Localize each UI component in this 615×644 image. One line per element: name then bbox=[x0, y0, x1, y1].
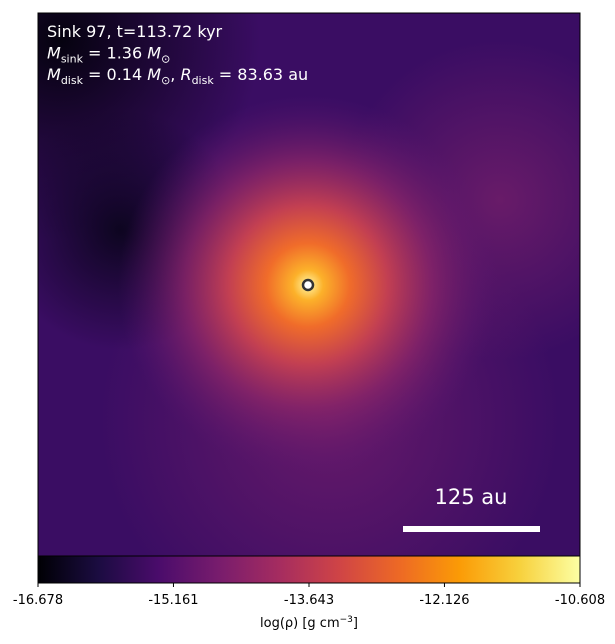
annotation-text: = 83.63 au bbox=[214, 65, 308, 84]
annotations: Sink 97, t=113.72 kyr Msink​ = 1.36 M⊙​Md… bbox=[47, 22, 308, 87]
annotation: Mdisk​ = 0.14 M⊙​, Rdisk​ = 83.63 au bbox=[47, 65, 308, 87]
annotation-text: , bbox=[170, 65, 180, 84]
annotation-text: M bbox=[147, 65, 161, 84]
scale-bar bbox=[403, 526, 540, 532]
annotation-subscript: disk bbox=[192, 74, 215, 87]
annotation-text: = 1.36 bbox=[83, 44, 147, 63]
sink-marker bbox=[301, 278, 315, 292]
annotation-subscript: ⊙ bbox=[161, 74, 170, 87]
colorbar-tick-label: -15.161 bbox=[148, 593, 198, 608]
annotation-subscript: sink bbox=[61, 53, 84, 66]
annotation: Msink​ = 1.36 M⊙​ bbox=[47, 44, 170, 66]
colorbar-label-superscript: −3 bbox=[340, 615, 353, 625]
annotation-text: M bbox=[147, 44, 161, 63]
annotation-text: M bbox=[47, 65, 61, 84]
colorbar-ticks: -16.678 -15.161 -13.643 -12.126 -10.608 bbox=[13, 583, 605, 608]
annotation-text: R bbox=[180, 65, 191, 84]
annotation-subscript: disk bbox=[61, 74, 84, 87]
annotation: Sink 97, t=113.72 kyr bbox=[47, 22, 223, 41]
colorbar-tick-label: -10.608 bbox=[555, 593, 605, 608]
annotation-subscript: ⊙ bbox=[161, 53, 170, 66]
annotation-text: = 0.14 bbox=[83, 65, 147, 84]
colorbar bbox=[37, 555, 581, 584]
colorbar-tick-label: -12.126 bbox=[419, 593, 469, 608]
colorbar-label: log(ρ) [g cm−3​] bbox=[260, 615, 358, 631]
scale-bar-label: 125 au bbox=[435, 485, 508, 509]
colorbar-tick-label: -16.678 bbox=[13, 593, 63, 608]
colorbar-tick-label: -13.643 bbox=[284, 593, 334, 608]
annotation-text: M bbox=[47, 44, 61, 63]
annotation-text: Sink 97, t=113.72 kyr bbox=[47, 22, 223, 41]
colorbar-label-text: ] bbox=[353, 616, 358, 631]
colorbar-label-text: log(ρ) [g cm bbox=[260, 616, 340, 631]
